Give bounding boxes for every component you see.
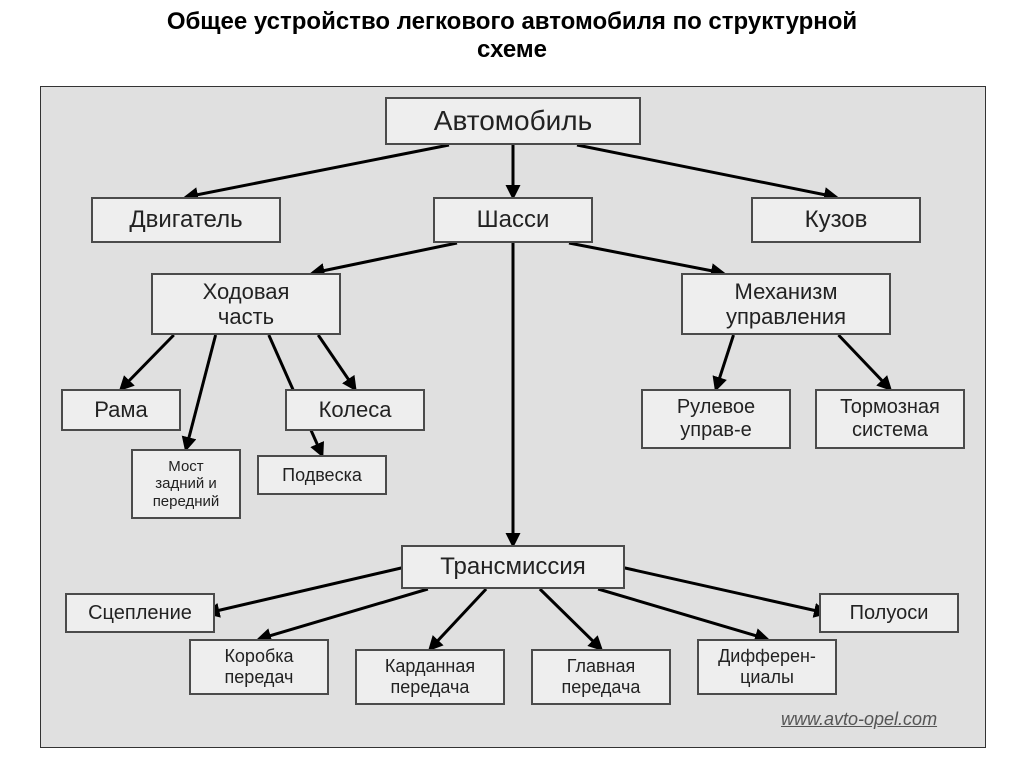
node-poluosi: Полуоси — [819, 593, 959, 633]
page-title: Общее устройство легкового автомобиля по… — [0, 8, 1024, 64]
node-chassis: Шасси — [433, 197, 593, 243]
node-podveska: Подвеска — [257, 455, 387, 495]
edge-hodovaya-most — [186, 335, 216, 449]
node-mechupravl: Механизм управления — [681, 273, 891, 335]
node-rama: Рама — [61, 389, 181, 431]
edge-transmiss-glavnaya — [540, 589, 601, 649]
edge-transmiss-sceplenie — [208, 567, 406, 613]
node-rulevoe: Рулевое управ-е — [641, 389, 791, 449]
edge-mechupravl-tormoz — [839, 335, 891, 389]
node-auto: Автомобиль — [385, 97, 641, 145]
diagram-canvas: Автомобиль Двигатель Шасси Кузов Ходовая час… — [40, 86, 986, 748]
edge-mechupravl-rulevoe — [716, 335, 734, 389]
node-most: Мост задний и передний — [131, 449, 241, 519]
edge-hodovaya-rama — [121, 335, 174, 389]
node-korobka: Коробка передач — [189, 639, 329, 695]
edge-chassis-mechupravl — [569, 243, 723, 273]
edge-transmiss-kardan — [430, 589, 486, 649]
node-kardan: Карданная передача — [355, 649, 505, 705]
edge-auto-engine — [186, 145, 449, 197]
node-transmiss: Трансмиссия — [401, 545, 625, 589]
edge-transmiss-differ — [598, 589, 767, 639]
node-tormoz: Тормозная система — [815, 389, 965, 449]
node-differ: Дифферен- циалы — [697, 639, 837, 695]
node-engine: Двигатель — [91, 197, 281, 243]
node-body: Кузов — [751, 197, 921, 243]
node-sceplenie: Сцепление — [65, 593, 215, 633]
edge-hodovaya-kolesa — [318, 335, 355, 389]
node-kolesa: Колеса — [285, 389, 425, 431]
node-glavnaya: Главная передача — [531, 649, 671, 705]
edge-auto-body — [577, 145, 836, 197]
watermark: www.avto-opel.com — [781, 709, 937, 730]
edge-chassis-hodovaya — [313, 243, 458, 273]
node-hodovaya: Ходовая часть — [151, 273, 341, 335]
